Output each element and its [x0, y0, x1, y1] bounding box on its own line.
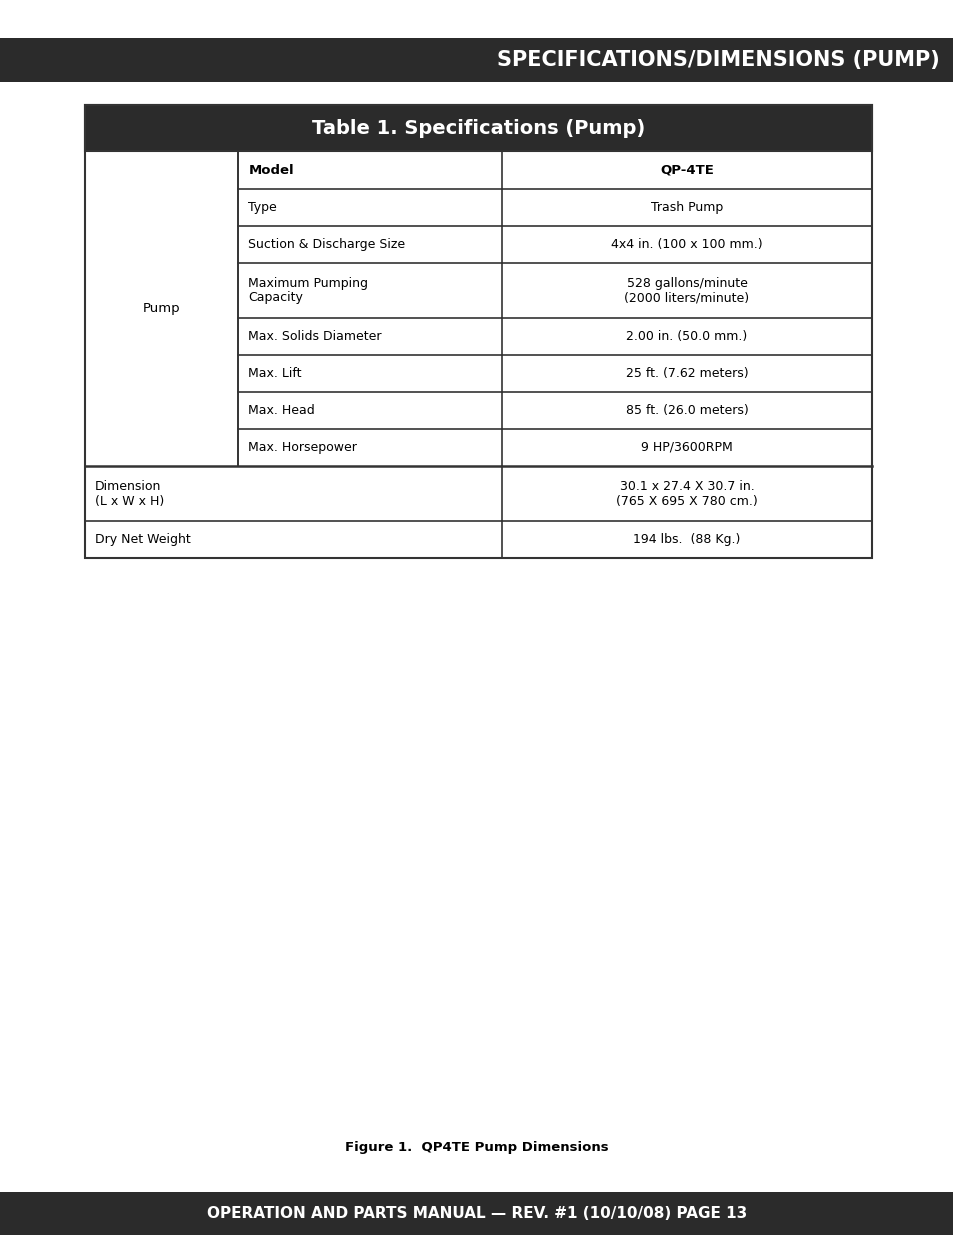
Text: Max. Solids Diameter: Max. Solids Diameter — [248, 330, 381, 343]
Text: 25 ft. (7.62 meters): 25 ft. (7.62 meters) — [625, 367, 747, 380]
Text: Trash Pump: Trash Pump — [650, 201, 722, 214]
Bar — [85, 105, 871, 151]
Bar — [0, 1192, 953, 1235]
Text: 528 gallons/minute
(2000 liters/minute): 528 gallons/minute (2000 liters/minute) — [624, 277, 749, 305]
Text: 9 HP/3600RPM: 9 HP/3600RPM — [640, 441, 732, 454]
Text: Maximum Pumping
Capacity: Maximum Pumping Capacity — [248, 277, 368, 305]
Bar — [0, 38, 953, 82]
Text: Max. Head: Max. Head — [248, 404, 314, 417]
Text: Max. Horsepower: Max. Horsepower — [248, 441, 357, 454]
Text: 4x4 in. (100 x 100 mm.): 4x4 in. (100 x 100 mm.) — [611, 238, 762, 251]
Text: QP-4TE: QP-4TE — [659, 163, 713, 177]
Text: Table 1. Specifications (Pump): Table 1. Specifications (Pump) — [312, 119, 644, 137]
Bar — [85, 105, 871, 151]
Text: 2.00 in. (50.0 mm.): 2.00 in. (50.0 mm.) — [626, 330, 747, 343]
Text: Model: Model — [248, 163, 294, 177]
Text: 30.1 x 27.4 X 30.7 in.
(765 X 695 X 780 cm.): 30.1 x 27.4 X 30.7 in. (765 X 695 X 780 … — [616, 479, 757, 508]
Text: 194 lbs.  (88 Kg.): 194 lbs. (88 Kg.) — [633, 534, 740, 546]
Text: 85 ft. (26.0 meters): 85 ft. (26.0 meters) — [625, 404, 748, 417]
Text: SPECIFICATIONS/DIMENSIONS (PUMP): SPECIFICATIONS/DIMENSIONS (PUMP) — [497, 49, 939, 70]
Text: Suction & Discharge Size: Suction & Discharge Size — [248, 238, 405, 251]
Bar — [0, 590, 953, 1130]
Text: Type: Type — [248, 201, 277, 214]
Text: Pump: Pump — [143, 303, 180, 315]
Text: Dimension
(L x W x H): Dimension (L x W x H) — [95, 479, 164, 508]
Bar — [85, 105, 871, 558]
Text: OPERATION AND PARTS MANUAL — REV. #1 (10/10/08) PAGE 13: OPERATION AND PARTS MANUAL — REV. #1 (10… — [207, 1207, 746, 1221]
Text: Max. Lift: Max. Lift — [248, 367, 302, 380]
Text: Dry Net Weight: Dry Net Weight — [95, 534, 191, 546]
Text: Figure 1.  QP4TE Pump Dimensions: Figure 1. QP4TE Pump Dimensions — [345, 1141, 608, 1155]
